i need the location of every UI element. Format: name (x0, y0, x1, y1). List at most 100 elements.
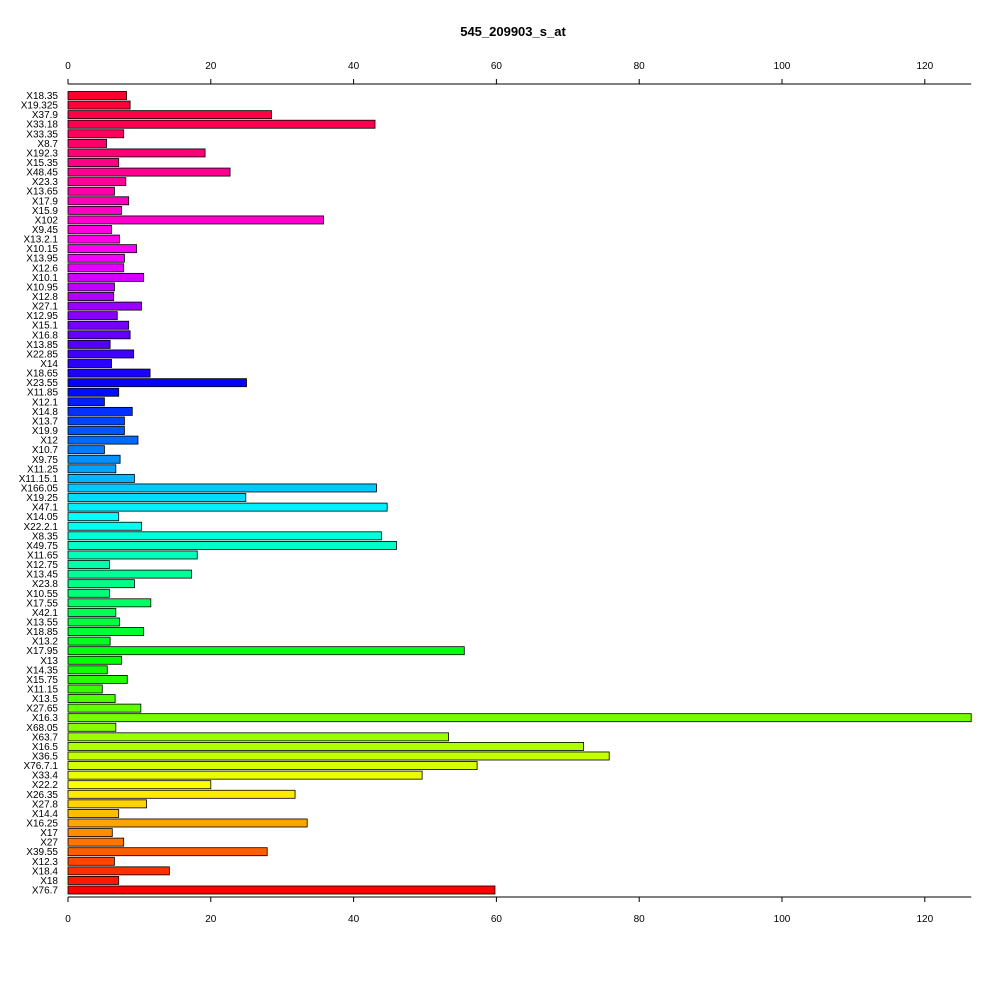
category-label: X11.65 (27, 550, 58, 561)
category-label: X48.45 (26, 168, 58, 179)
category-label: X10.15 (26, 244, 58, 255)
bar-X14.05 (67, 512, 120, 522)
bar-X13.55 (67, 617, 120, 627)
category-label: X10.55 (26, 589, 58, 600)
bar-X14.4 (67, 809, 120, 818)
bar-X14 (67, 359, 112, 368)
bar-X22.2.1 (67, 521, 142, 531)
category-label: X11.15 (27, 684, 58, 695)
category-label: X19.325 (21, 101, 59, 112)
category-label: X22.2 (32, 780, 59, 791)
bar-X18.4 (67, 866, 170, 876)
bar-X10.95 (67, 282, 115, 292)
bar-X12.95 (67, 311, 118, 321)
category-label: X33.35 (26, 129, 58, 140)
category-label: X13.7 (32, 416, 59, 427)
bar-X11.15 (67, 684, 103, 694)
bar-X17.9 (67, 196, 130, 206)
bar-X12.6 (67, 263, 125, 273)
category-label: X18.65 (26, 369, 58, 380)
bar-X13.2 (67, 636, 111, 646)
bar-X11.85 (67, 387, 120, 397)
bar-X26.35 (67, 789, 296, 799)
category-label: X18 (40, 876, 58, 887)
category-label: X192.3 (26, 148, 58, 159)
category-label: X16.5 (32, 742, 59, 753)
bar-X33.18 (67, 119, 376, 129)
category-label: X9.75 (32, 455, 59, 466)
bottom-axis: 0 20 40 60 80 100 120 (65, 896, 972, 925)
category-label: X12.75 (26, 560, 58, 571)
chart-title: 545_209903_s_at (460, 24, 566, 39)
axis-tick-label: 120 (916, 61, 933, 72)
bar-X14.35 (67, 665, 108, 675)
category-label: X18.4 (32, 866, 59, 877)
bar-X19.325 (67, 100, 131, 110)
category-label: X23.55 (26, 378, 58, 389)
axis-tick-label: 60 (491, 61, 503, 72)
category-label: X27.1 (32, 302, 59, 313)
bar-X166.05 (67, 483, 377, 493)
bar-X10.7 (67, 445, 105, 455)
category-label: X16.25 (26, 818, 58, 829)
bar-X48.45 (67, 167, 231, 177)
category-label: X47.1 (32, 503, 59, 514)
bar-X11.15.1 (67, 473, 135, 483)
category-label: X68.05 (26, 723, 58, 734)
bar-X37.9 (67, 110, 272, 120)
category-label: X13.55 (26, 617, 58, 628)
bar-X27.1 (67, 301, 142, 311)
category-label: X33.4 (32, 771, 59, 782)
bar-X17 (67, 828, 113, 837)
category-label: X23.8 (32, 579, 59, 590)
axis-tick-label: 80 (634, 914, 646, 925)
bar-X10.15 (67, 244, 137, 254)
bar-X33.35 (67, 129, 125, 139)
category-label: X11.15.1 (19, 474, 59, 485)
bar-X14.8 (67, 406, 133, 416)
bar-X47.1 (67, 502, 388, 512)
top-axis: 0 20 40 60 80 100 120 (65, 61, 972, 85)
bar-X19.9 (67, 426, 125, 435)
bar-X13.2.1 (67, 234, 120, 244)
bar-X27 (67, 837, 125, 847)
category-label: X13.2 (32, 637, 59, 648)
bar-X23.3 (67, 177, 127, 187)
category-label: X102 (35, 215, 59, 226)
bar-X192.3 (67, 148, 206, 158)
category-label: X39.55 (26, 847, 58, 858)
bar-X49.75 (67, 540, 397, 550)
category-label: X10.1 (32, 273, 59, 284)
bar-X22.2 (67, 780, 212, 790)
bar-X18 (67, 876, 120, 885)
bar-X16.8 (67, 330, 131, 340)
category-label: X12.6 (32, 263, 59, 274)
bar-X33.4 (67, 770, 423, 780)
bar-X12 (67, 435, 139, 445)
bar-X27.8 (67, 799, 147, 809)
axis-tick-label: 120 (916, 914, 933, 925)
category-label: X8.7 (37, 139, 58, 150)
bar-X102 (67, 215, 325, 225)
category-label: X18.85 (26, 627, 58, 638)
category-label: X22.85 (26, 349, 58, 360)
category-label: X36.5 (32, 751, 59, 762)
bar-X19.25 (67, 493, 247, 502)
category-label: X23.3 (32, 177, 59, 188)
category-label: X13.65 (26, 187, 58, 198)
category-label: X19.25 (26, 493, 58, 504)
axis-tick-label: 80 (634, 61, 646, 72)
category-label: X11.85 (27, 388, 58, 399)
axis-tick-label: 40 (348, 61, 360, 72)
bar-X16.25 (67, 818, 308, 828)
bar-X12.8 (67, 292, 115, 301)
category-label: X14.05 (26, 512, 58, 523)
category-label: X10.95 (26, 282, 58, 293)
category-label: X12 (40, 436, 58, 447)
category-label: X17.55 (26, 598, 58, 609)
axis-tick-label: 20 (205, 61, 217, 72)
bar-X16.3 (67, 713, 972, 723)
category-label: X37.9 (32, 110, 59, 121)
bar-X8.35 (67, 531, 382, 541)
